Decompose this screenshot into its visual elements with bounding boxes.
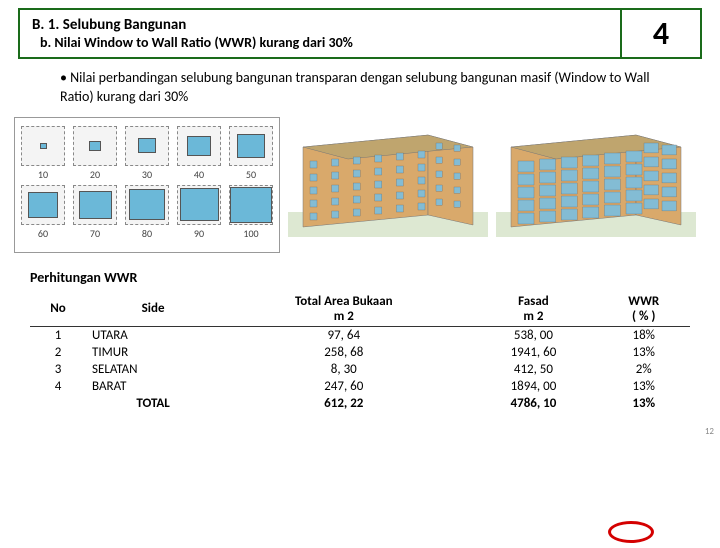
wwr-sample-cell: 50: [229, 126, 273, 181]
cell-bukaan: 97, 64: [218, 326, 469, 344]
th-no: No: [30, 292, 86, 327]
wwr-sample-cell: 40: [177, 126, 221, 181]
cell-no: 3: [30, 361, 86, 378]
wwr-sample-cell: 80: [125, 185, 169, 240]
cell-fasad: 538, 00: [469, 326, 597, 344]
bullet-text: • Nilai perbandingan selubung bangunan t…: [60, 69, 680, 107]
cell-side: UTARA: [86, 326, 218, 344]
cell-no: 1: [30, 326, 86, 344]
wwr-sample-window: [230, 187, 272, 223]
figures-row: 10 20 30 40 50 60 70 80 90 100: [14, 117, 706, 253]
wwr-sample-cell: 10: [21, 126, 65, 181]
wwr-sample-label: 90: [194, 227, 204, 240]
wwr-sample-window: [79, 191, 112, 219]
cell-no: 4: [30, 378, 86, 395]
calc-title: Perhitungan WWR: [30, 269, 720, 286]
th-bukaan: Total Area Bukaanm 2: [218, 292, 469, 327]
wwr-sample-box: [177, 126, 221, 166]
table-row: 1UTARA97, 64538, 0018%: [30, 326, 690, 344]
th-wwr: WWR( % ): [597, 292, 690, 327]
wwr-sample-label: 10: [38, 168, 48, 181]
cell-side: SELATAN: [86, 361, 218, 378]
cell-total-label: TOTAL: [86, 395, 218, 412]
wwr-sample-window: [28, 192, 58, 218]
page-number: 12: [705, 426, 714, 437]
wwr-sample-label: 20: [90, 168, 100, 181]
cell-wwr: 13%: [597, 378, 690, 395]
wwr-sample-window: [187, 136, 211, 156]
cell-bukaan: 258, 68: [218, 344, 469, 361]
header-score: 4: [620, 10, 700, 57]
wwr-sample-label: 60: [38, 227, 48, 240]
wwr-sample-window: [129, 189, 165, 220]
wwr-sample-cell: 60: [21, 185, 65, 240]
header-title: B. 1. Selubung Bangunan: [32, 16, 608, 34]
cell-wwr: 18%: [597, 326, 690, 344]
table-row: 2TIMUR258, 681941, 6013%: [30, 344, 690, 361]
wwr-sample-box: [125, 185, 169, 225]
cell-bukaan: 247, 60: [218, 378, 469, 395]
wwr-sample-cell: 30: [125, 126, 169, 181]
wwr-sample-box: [21, 126, 65, 166]
cell-fasad: 412, 50: [469, 361, 597, 378]
th-fasad-l2: m 2: [523, 309, 543, 324]
wwr-sample-label: 80: [142, 227, 152, 240]
cell-side: BARAT: [86, 378, 218, 395]
cell-wwr: 13%: [597, 344, 690, 361]
cell-fasad: 1894, 00: [469, 378, 597, 395]
wwr-sample-box: [21, 185, 65, 225]
wwr-sample-window: [180, 188, 219, 221]
wwr-sample-label: 30: [142, 168, 152, 181]
th-fasad: Fasadm 2: [469, 292, 597, 327]
wwr-sample-label: 50: [246, 168, 256, 181]
wwr-sample-window: [40, 143, 47, 149]
cell-side: TIMUR: [86, 344, 218, 361]
wwr-sample-box: [125, 126, 169, 166]
wwr-sample-cell: 20: [73, 126, 117, 181]
cell-wwr: 2%: [597, 361, 690, 378]
wwr-sample-cell: 70: [73, 185, 117, 240]
building-small-windows: [288, 117, 488, 237]
wwr-sample-window: [138, 138, 156, 153]
table-total-row: TOTAL612, 224786, 1013%: [30, 395, 690, 412]
header-left: B. 1. Selubung Bangunan b. Nilai Window …: [20, 10, 620, 57]
wwr-sample-cell: 90: [177, 185, 221, 240]
header-box: B. 1. Selubung Bangunan b. Nilai Window …: [18, 8, 702, 59]
th-wwr-l1: WWR: [628, 294, 659, 309]
th-fasad-l1: Fasad: [518, 294, 549, 309]
wwr-sample-box: [229, 185, 273, 225]
wwr-sample-label: 40: [194, 168, 204, 181]
wwr-sample-box: [177, 185, 221, 225]
wwr-sample-box: [229, 126, 273, 166]
cell-fasad: 1941, 60: [469, 344, 597, 361]
wwr-sample-window: [237, 134, 265, 158]
wwr-sample-grid: 10 20 30 40 50 60 70 80 90 100: [14, 117, 280, 253]
header-subtitle: b. Nilai Window to Wall Ratio (WWR) kura…: [40, 34, 608, 51]
th-wwr-l2: ( % ): [632, 309, 655, 324]
building-large-windows: [496, 117, 696, 237]
wwr-sample-cell: 100: [229, 185, 273, 240]
wwr-table: No Side Total Area Bukaanm 2 Fasadm 2 WW…: [30, 292, 690, 412]
cell-total-bukaan: 612, 22: [218, 395, 469, 412]
wwr-sample-box: [73, 126, 117, 166]
cell-total-fasad: 4786, 10: [469, 395, 597, 412]
cell-no: 2: [30, 344, 86, 361]
wwr-sample-label: 70: [90, 227, 100, 240]
table-row: 3SELATAN8, 30412, 502%: [30, 361, 690, 378]
th-bukaan-l1: Total Area Bukaan: [295, 294, 393, 309]
cell-bukaan: 8, 30: [218, 361, 469, 378]
wwr-sample-box: [73, 185, 117, 225]
th-side: Side: [86, 292, 218, 327]
cell-total-wwr: 13%: [597, 395, 690, 412]
th-bukaan-l2: m 2: [334, 309, 354, 324]
wwr-sample-window: [89, 141, 101, 151]
table-row: 4BARAT247, 601894, 0013%: [30, 378, 690, 395]
wwr-sample-label: 100: [243, 227, 258, 240]
